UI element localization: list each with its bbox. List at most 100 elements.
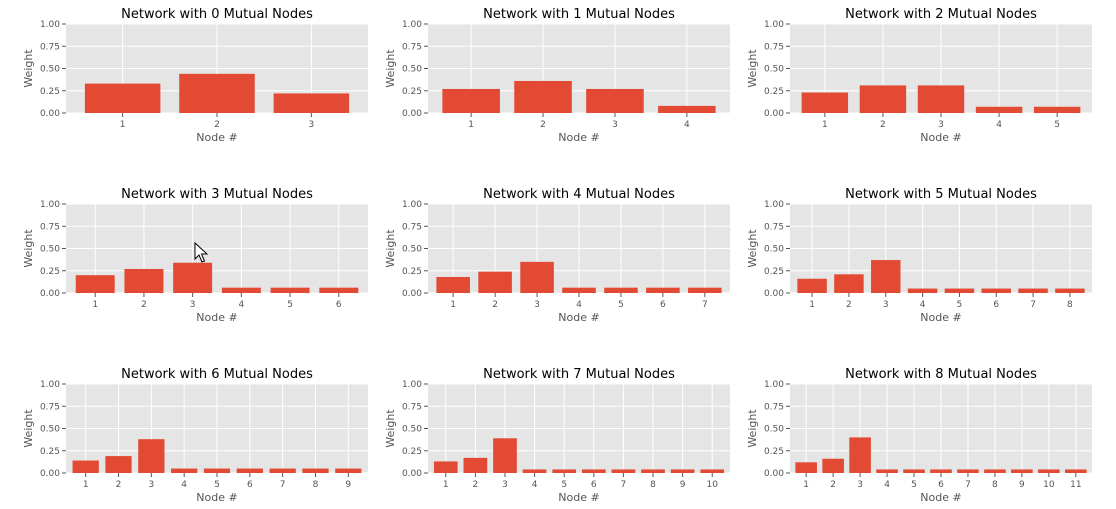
y-axis-label: Weight bbox=[22, 49, 35, 88]
bar bbox=[797, 278, 827, 293]
x-tick-label: 8 bbox=[650, 480, 656, 490]
y-tick-label: 0.75 bbox=[402, 42, 422, 52]
bar bbox=[801, 92, 849, 113]
y-tick-label: 0.25 bbox=[402, 447, 422, 457]
bar bbox=[849, 437, 871, 473]
bar bbox=[1018, 288, 1048, 293]
x-tick-label: 4 bbox=[576, 300, 582, 310]
arrow-cursor-icon bbox=[194, 242, 208, 263]
x-tick-label: 1 bbox=[83, 480, 89, 490]
y-axis-label: Weight bbox=[22, 409, 35, 448]
x-tick-label: 1 bbox=[809, 300, 815, 310]
x-tick-label: 7 bbox=[621, 480, 627, 490]
x-tick-label: 6 bbox=[591, 480, 597, 490]
x-axis-label: Node # bbox=[558, 311, 599, 324]
x-tick-label: 9 bbox=[680, 480, 686, 490]
bar bbox=[522, 469, 547, 473]
bar bbox=[520, 261, 554, 293]
x-tick-label: 1 bbox=[92, 300, 98, 310]
y-tick-label: 0.50 bbox=[402, 425, 422, 435]
subplot-1: 0.00 0.25 0.50 0.75 1.00 1 2 3 4 Network with 1 M… bbox=[384, 7, 730, 144]
x-tick-label: 4 bbox=[884, 480, 890, 490]
bar bbox=[871, 260, 901, 293]
subplot-2: 0.00 0.25 0.50 0.75 1.00 1 2 3 4 5 Network with 2 … bbox=[746, 7, 1092, 144]
bar bbox=[1011, 469, 1033, 473]
subplot-5: 0.00 0.25 0.50 0.75 1.00 1 2 3 4 5 6 7 8 Network with… bbox=[746, 187, 1092, 324]
x-tick-label: 4 bbox=[920, 300, 926, 310]
bar bbox=[273, 93, 350, 113]
x-tick-label: 4 bbox=[684, 120, 690, 130]
bar bbox=[700, 469, 725, 473]
bar bbox=[907, 288, 938, 293]
bar bbox=[586, 88, 644, 113]
bar bbox=[442, 88, 500, 113]
y-tick-label: 0.00 bbox=[402, 469, 422, 479]
y-tick-label: 0.75 bbox=[764, 42, 784, 52]
y-tick-label: 0.75 bbox=[402, 222, 422, 232]
y-tick-label: 1.00 bbox=[764, 200, 784, 210]
bar bbox=[611, 469, 636, 473]
x-tick-label: 3 bbox=[534, 300, 540, 310]
bar bbox=[646, 287, 680, 293]
y-tick-label: 0.50 bbox=[40, 425, 60, 435]
x-tick-label: 2 bbox=[880, 120, 886, 130]
x-tick-label: 3 bbox=[938, 120, 944, 130]
subplot-8: 0.00 0.25 0.50 0.75 1.00 1 2 3 4 5 6 7 8 9 10 11 Network… bbox=[746, 367, 1092, 504]
bar bbox=[975, 106, 1023, 113]
x-tick-label: 5 bbox=[957, 300, 963, 310]
bar bbox=[478, 271, 512, 293]
x-tick-label: 9 bbox=[1019, 480, 1025, 490]
x-tick-label: 6 bbox=[993, 300, 999, 310]
y-axis-label: Weight bbox=[746, 229, 759, 268]
bar bbox=[319, 287, 359, 293]
x-tick-label: 3 bbox=[883, 300, 889, 310]
x-tick-label: 7 bbox=[965, 480, 971, 490]
x-tick-label: 1 bbox=[120, 120, 126, 130]
y-tick-label: 0.75 bbox=[40, 42, 60, 52]
bar bbox=[658, 105, 716, 113]
bar bbox=[552, 469, 577, 473]
bar bbox=[335, 468, 362, 473]
bar bbox=[173, 262, 213, 293]
y-tick-label: 1.00 bbox=[402, 380, 422, 390]
bar bbox=[236, 468, 263, 473]
bar bbox=[981, 288, 1011, 293]
chart-title: Network with 8 Mutual Nodes bbox=[845, 367, 1037, 382]
bar bbox=[834, 274, 864, 293]
bar bbox=[944, 288, 975, 293]
x-tick-label: 2 bbox=[492, 300, 498, 310]
bar bbox=[493, 438, 517, 473]
x-tick-label: 2 bbox=[846, 300, 852, 310]
subplot-3: 0.00 0.25 0.50 0.75 1.00 1 2 3 4 5 6 Network with 3… bbox=[22, 187, 368, 324]
x-tick-label: 9 bbox=[345, 480, 351, 490]
x-axis-label: Node # bbox=[558, 131, 599, 144]
y-tick-label: 0.00 bbox=[40, 289, 60, 299]
y-axis-label: Weight bbox=[384, 229, 397, 268]
y-tick-label: 0.00 bbox=[764, 469, 784, 479]
bar bbox=[1055, 288, 1085, 293]
bar bbox=[859, 85, 907, 113]
x-tick-label: 8 bbox=[313, 480, 319, 490]
x-axis-label: Node # bbox=[558, 491, 599, 504]
bar bbox=[203, 468, 231, 473]
bar bbox=[957, 469, 979, 473]
y-tick-label: 0.25 bbox=[40, 267, 60, 277]
y-tick-label: 1.00 bbox=[764, 20, 784, 30]
bar bbox=[270, 287, 310, 293]
chart-title: Network with 2 Mutual Nodes bbox=[845, 7, 1037, 22]
x-tick-label: 10 bbox=[707, 480, 719, 490]
x-axis-label: Node # bbox=[920, 131, 961, 144]
x-tick-label: 10 bbox=[1043, 480, 1055, 490]
y-tick-label: 0.25 bbox=[40, 87, 60, 97]
bar bbox=[514, 80, 572, 113]
x-axis-label: Node # bbox=[196, 131, 237, 144]
x-tick-label: 5 bbox=[561, 480, 567, 490]
chart-title: Network with 3 Mutual Nodes bbox=[121, 187, 313, 202]
y-tick-label: 0.50 bbox=[40, 65, 60, 75]
chart-title: Network with 6 Mutual Nodes bbox=[121, 367, 313, 382]
y-tick-label: 0.50 bbox=[764, 65, 784, 75]
y-tick-label: 0.50 bbox=[40, 245, 60, 255]
y-tick-label: 0.25 bbox=[402, 267, 422, 277]
x-tick-label: 5 bbox=[911, 480, 917, 490]
y-tick-label: 1.00 bbox=[402, 200, 422, 210]
